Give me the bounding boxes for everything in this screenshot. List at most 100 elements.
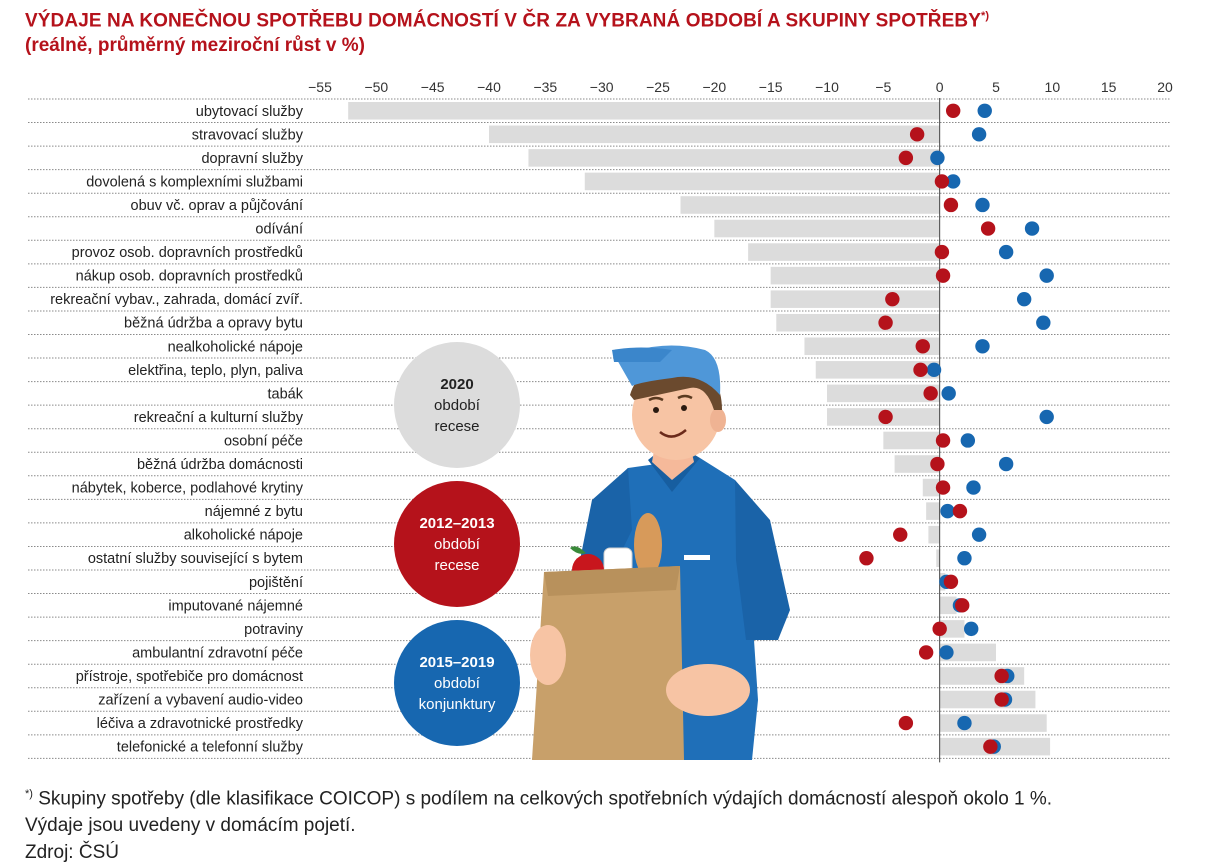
- dot-layer: [859, 103, 1054, 754]
- category-label: provoz osob. dopravních prostředků: [72, 245, 303, 261]
- legend-item-2020: 2020 období recese: [394, 342, 520, 468]
- dot-2015-2019: [975, 197, 990, 213]
- dot-2012-2013: [955, 598, 970, 613]
- bar-2020: [883, 431, 940, 450]
- cap-brim: [612, 347, 672, 362]
- dot-2015-2019: [971, 527, 987, 542]
- dot-2012-2013: [878, 315, 893, 330]
- x-tick-label: −50: [364, 79, 388, 95]
- dot-2012-2013: [930, 456, 945, 472]
- x-tick-label: −35: [533, 79, 557, 95]
- bar-2020: [584, 172, 940, 191]
- dot-2012-2013: [878, 409, 893, 425]
- bar-2020: [770, 290, 940, 308]
- legend-2020-year: 2020: [440, 376, 473, 393]
- dot-2015-2019: [1024, 221, 1040, 236]
- bar-2020: [489, 125, 940, 144]
- bar-2020: [894, 455, 940, 473]
- eyebrow-right: [677, 394, 693, 400]
- dot-2015-2019: [964, 621, 979, 637]
- bar-2020: [939, 596, 957, 615]
- dot-2015-2019: [1039, 409, 1054, 425]
- x-tick-label: −25: [646, 79, 670, 95]
- dot-2012-2013: [943, 574, 959, 589]
- category-label: tabák: [268, 386, 304, 402]
- category-label: obuv vč. oprav a půjčování: [131, 198, 304, 214]
- dot-2012-2013: [952, 503, 968, 519]
- category-label: elektřina, teplo, plyn, paliva: [128, 363, 304, 379]
- x-tick-label: 0: [936, 79, 944, 95]
- hand-left: [530, 625, 566, 685]
- dot-2012-2013: [918, 645, 934, 660]
- x-tick-label: −20: [702, 79, 726, 95]
- bar-2020: [939, 690, 1036, 709]
- category-label: ubytovací služby: [196, 104, 304, 120]
- chart-title: VÝDAJE NA KONEČNOU SPOTŘEBU DOMÁCNOSTÍ V…: [25, 10, 989, 57]
- dot-2015-2019: [1039, 268, 1054, 283]
- dot-2012-2013: [913, 362, 928, 378]
- bar-2020: [939, 643, 996, 662]
- bar-2020: [748, 243, 940, 261]
- bar-2020: [939, 714, 1047, 732]
- chart-svg: −55 −50 −45 −40 −35 −30 −25 −20 −15 −10 −5 0 5 10 15 20…: [28, 79, 1173, 763]
- bar-2020: [815, 361, 940, 379]
- dot-2015-2019: [966, 480, 981, 495]
- dot-2012-2013: [932, 621, 947, 637]
- dot-2012-2013: [915, 339, 930, 354]
- legend-2012-line2: období: [434, 536, 481, 553]
- footnote-mark: *): [25, 788, 33, 800]
- legend-2015-year: 2015–2019: [419, 654, 494, 671]
- paper-bag-icon: [532, 566, 684, 760]
- bar-2020: [928, 525, 940, 544]
- category-label: dopravní služby: [201, 151, 303, 167]
- dot-2015-2019: [926, 362, 942, 378]
- legend-2012-year: 2012–2013: [419, 515, 494, 532]
- note: Výdaje jsou uvedeny v domácím pojetí.: [25, 815, 356, 837]
- category-label: běžná údržba a opravy bytu: [124, 316, 303, 332]
- paper-bag-top: [544, 566, 680, 596]
- x-tick-label: 5: [992, 79, 1000, 95]
- hand-right: [666, 664, 750, 716]
- bar-2020: [922, 478, 940, 497]
- legend-item-2012-2013: 2012–2013 období recese: [394, 481, 520, 607]
- legend-2020-line2: období: [434, 397, 481, 414]
- dot-2015-2019: [945, 174, 961, 189]
- category-label: dovolená s komplexními službami: [86, 174, 303, 190]
- category-label: nájemné z bytu: [205, 504, 303, 520]
- x-tick-label: −30: [590, 79, 614, 95]
- mouth: [659, 429, 687, 438]
- dot-2012-2013: [980, 221, 996, 236]
- bar-2020: [348, 102, 940, 120]
- dot-2015-2019: [998, 456, 1014, 472]
- legend-circle-2020: [394, 342, 520, 468]
- x-tick-label: 20: [1157, 79, 1173, 95]
- dot-2012-2013: [893, 527, 908, 542]
- title-line-2: (reálně, průměrný meziroční růst v %): [25, 35, 365, 57]
- category-label: nábytek, koberce, podlahové krytiny: [72, 481, 304, 497]
- footer: *) Skupiny spotřeby (dle klasifikace COI…: [25, 781, 1052, 866]
- dot-2012-2013: [935, 268, 951, 283]
- dot-2012-2013: [994, 668, 1009, 684]
- dot-2015-2019: [971, 127, 987, 142]
- category-label: telefonické a telefonní služby: [117, 740, 304, 756]
- title-footnote-mark: *): [980, 10, 990, 22]
- dot-2012-2013: [885, 291, 900, 307]
- bar-2020: [770, 266, 940, 285]
- eye-left: [653, 407, 659, 413]
- legend-item-2015-2019: 2015–2019 období konjunktury: [394, 620, 520, 746]
- legend-circle-2012-2013: [394, 481, 520, 607]
- bar-2020: [936, 549, 940, 567]
- category-label: zařízení a vybavení audio-video: [98, 693, 303, 709]
- legend-2015-line2: období: [434, 675, 481, 692]
- dot-2012-2013: [983, 739, 998, 754]
- dot-2015-2019: [975, 339, 990, 354]
- dot-2012-2013: [935, 433, 951, 448]
- dot-2015-2019: [957, 715, 972, 731]
- category-label: stravovací služby: [192, 127, 304, 143]
- category-label: pojištění: [249, 575, 303, 591]
- category-label: rekreační vybav., zahrada, domácí zvíř.: [50, 292, 303, 308]
- x-tick-label: −45: [421, 79, 445, 95]
- dot-2012-2013: [935, 480, 951, 495]
- name-tag: [684, 555, 710, 560]
- bar-2020: [939, 620, 965, 638]
